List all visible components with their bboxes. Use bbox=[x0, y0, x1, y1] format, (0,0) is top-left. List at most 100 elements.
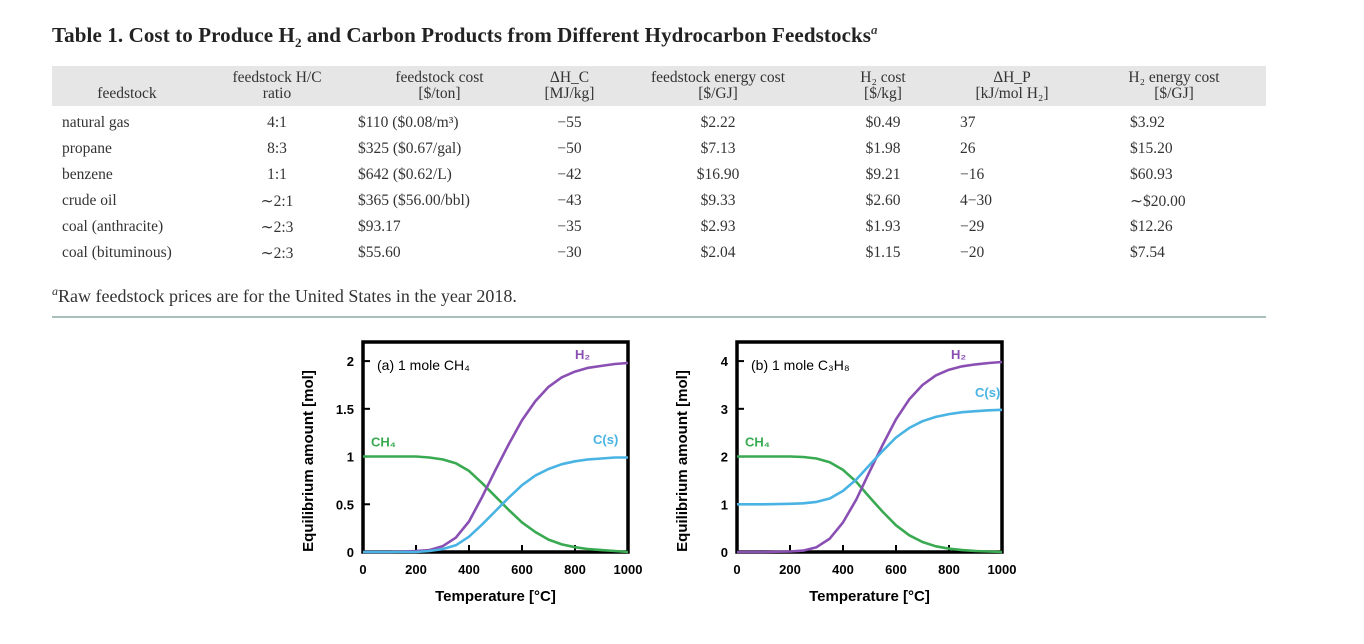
y-tick-label: 2 bbox=[347, 354, 354, 369]
column-header: feedstock energy cost [$/GJ] bbox=[612, 66, 824, 106]
y-tick-label: 1 bbox=[347, 450, 354, 465]
table-cell: 8:3 bbox=[267, 140, 287, 157]
caption-subscript: 2 bbox=[294, 35, 302, 51]
x-tick-label: 200 bbox=[405, 562, 427, 577]
column-header-line2: [MJ/kg] bbox=[544, 85, 595, 102]
panel-title: (a) 1 mole CH₄ bbox=[377, 357, 470, 373]
x-tick-label: 800 bbox=[564, 562, 586, 577]
table-cell: ∼2:3 bbox=[260, 218, 294, 236]
column-header: H₂ cost [$/kg] bbox=[824, 66, 942, 106]
panel-title: (b) 1 mole C₃H₈ bbox=[751, 357, 850, 373]
table-cell: $60.93 bbox=[1130, 166, 1173, 183]
x-axis-label: Temperature [°C] bbox=[435, 588, 556, 605]
column-header-line1: ΔH_P bbox=[993, 69, 1031, 86]
y-tick-label: 1.5 bbox=[336, 402, 354, 417]
table-row: crude oil ∼2:1 $365 ($56.00/bbl) −43 $9.33 $2… bbox=[52, 188, 1266, 214]
table-cell: $0.49 bbox=[865, 114, 901, 131]
column-header-line2: [$/kg] bbox=[864, 85, 902, 102]
column-header-line2: [$/GJ] bbox=[1154, 85, 1194, 102]
series-line-carbon bbox=[363, 456, 628, 554]
y-axis-label: Equilibrium amount [mol] bbox=[300, 370, 317, 552]
table-caption: Table 1. Cost to Produce H2 and Carbon P… bbox=[52, 22, 878, 51]
series-label-hydrogen: H₂ bbox=[575, 347, 590, 362]
column-header-line1: H₂ cost bbox=[860, 69, 906, 86]
table-cell: 1:1 bbox=[267, 166, 287, 183]
x-tick-label: 400 bbox=[832, 562, 854, 577]
series-line-methane bbox=[363, 455, 629, 554]
table-cell: $110 ($0.08/m³) bbox=[358, 114, 459, 131]
x-tick-label: 400 bbox=[458, 562, 480, 577]
x-tick-label: 1000 bbox=[614, 562, 643, 577]
column-header: feedstock cost [$/ton] bbox=[352, 66, 527, 106]
plot-frame bbox=[361, 340, 630, 554]
column-header-line1 bbox=[58, 70, 196, 86]
table-cell: $55.60 bbox=[358, 244, 401, 261]
x-tick-label: 600 bbox=[885, 562, 907, 577]
table-cell: crude oil bbox=[62, 192, 117, 209]
table-header-row: feedstock feedstock H/C ratio feedstock cos… bbox=[52, 66, 1266, 106]
column-header-line2: [kJ/mol H₂] bbox=[975, 85, 1049, 102]
table-cell: $365 ($56.00/bbl) bbox=[358, 192, 470, 209]
table-cell: −20 bbox=[960, 244, 985, 261]
plot-frame bbox=[735, 340, 1004, 554]
table-cell: $7.13 bbox=[700, 140, 736, 157]
series-line-carbon bbox=[737, 408, 1003, 506]
series-line-hydrogen bbox=[737, 360, 1003, 554]
table-cell: $15.20 bbox=[1130, 140, 1173, 157]
column-header: ΔH_C [MJ/kg] bbox=[527, 66, 612, 106]
series-line-methane bbox=[737, 455, 1003, 554]
table-cell: −35 bbox=[557, 218, 582, 235]
column-header-line2: [$/GJ] bbox=[698, 85, 738, 102]
caption-prefix: Table 1. Cost to Produce H bbox=[52, 23, 295, 47]
y-tick-label: 2 bbox=[721, 450, 728, 465]
series-label-carbon: C(s) bbox=[975, 385, 1000, 400]
y-tick-label: 3 bbox=[721, 402, 728, 417]
table-cell: $93.17 bbox=[358, 218, 401, 235]
table-cell: coal (bituminous) bbox=[62, 244, 172, 261]
table-footnote: aRaw feedstock prices are for the United… bbox=[52, 284, 517, 307]
table-cell: $2.60 bbox=[865, 192, 901, 209]
table-cell: 26 bbox=[960, 140, 976, 157]
table-cell: $325 ($0.67/gal) bbox=[358, 140, 462, 157]
x-tick-label: 200 bbox=[779, 562, 801, 577]
column-header-line1: H₂ energy cost bbox=[1128, 69, 1220, 86]
y-tick-label: 0.5 bbox=[336, 497, 354, 512]
table-cell: natural gas bbox=[62, 114, 130, 131]
series-label-methane: CH₄ bbox=[745, 435, 770, 450]
table-cell: −50 bbox=[557, 140, 582, 157]
column-header-line1: ΔH_C bbox=[549, 69, 590, 86]
series-label-hydrogen: H₂ bbox=[951, 347, 966, 362]
column-header-line1: feedstock energy cost bbox=[651, 69, 785, 86]
series-label-carbon: C(s) bbox=[593, 432, 618, 447]
table-row: natural gas 4:1 $110 ($0.08/m³) −55 $2.22 $0.… bbox=[52, 106, 1266, 136]
y-axis-label: Equilibrium amount [mol] bbox=[674, 370, 691, 552]
x-axis-label: Temperature [°C] bbox=[809, 588, 930, 605]
x-tick-label: 600 bbox=[511, 562, 533, 577]
table-cell: 4−30 bbox=[960, 192, 992, 209]
caption-note-marker: a bbox=[871, 22, 878, 37]
y-tick-label: 0 bbox=[347, 545, 354, 560]
table-cell: −30 bbox=[557, 244, 582, 261]
table-cell: coal (anthracite) bbox=[62, 218, 164, 235]
column-header: ΔH_P [kJ/mol H₂] bbox=[942, 66, 1082, 106]
column-header-line2: feedstock bbox=[97, 85, 157, 102]
table-cell: $1.15 bbox=[865, 244, 901, 261]
table-cell: ∼2:1 bbox=[260, 192, 294, 210]
cost-table: feedstock feedstock H/C ratio feedstock cos… bbox=[52, 66, 1266, 266]
column-header: feedstock bbox=[52, 66, 202, 106]
table-cell: ∼$20.00 bbox=[1130, 192, 1186, 210]
column-header-line1: feedstock H/C bbox=[232, 69, 322, 86]
table-row: coal (bituminous) ∼2:3 $55.60 −30 $2.04 $1.15… bbox=[52, 240, 1266, 266]
table-cell: −42 bbox=[557, 166, 582, 183]
footnote-marker: a bbox=[52, 284, 58, 298]
table-cell: $3.92 bbox=[1130, 114, 1165, 131]
series-label-methane: CH₄ bbox=[371, 435, 396, 450]
x-tick-label: 0 bbox=[359, 562, 366, 577]
table-row: benzene 1:1 $642 ($0.62/L) −42 $16.90 $9.21 −1… bbox=[52, 162, 1266, 188]
table-cell: $1.98 bbox=[865, 140, 901, 157]
table-cell: −43 bbox=[557, 192, 582, 209]
table-cell: benzene bbox=[62, 166, 113, 183]
table-cell: −55 bbox=[557, 114, 582, 131]
column-header: feedstock H/C ratio bbox=[202, 66, 352, 106]
table-cell: 37 bbox=[960, 114, 976, 131]
